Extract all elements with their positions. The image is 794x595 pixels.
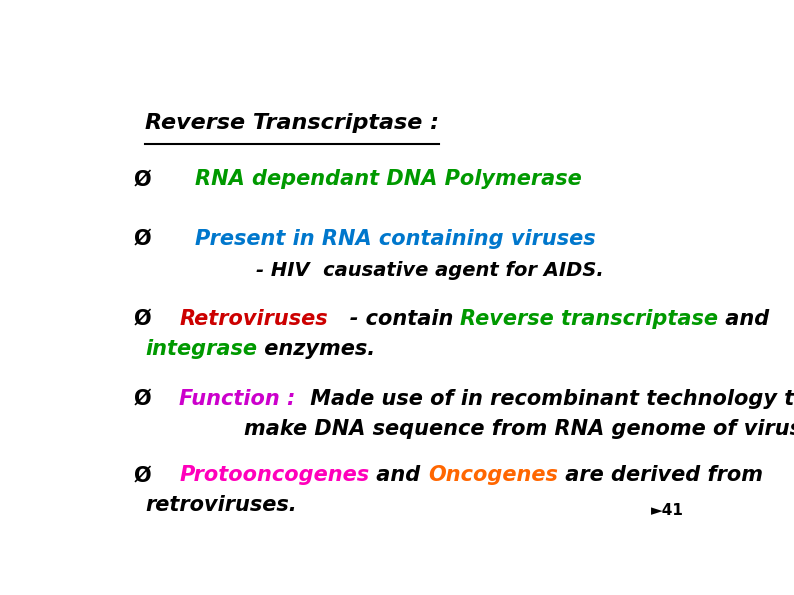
Text: Ø: Ø bbox=[133, 465, 151, 486]
Text: - contain: - contain bbox=[328, 309, 461, 329]
Text: and: and bbox=[719, 309, 769, 329]
Text: Oncogenes: Oncogenes bbox=[428, 465, 557, 486]
Text: Ø: Ø bbox=[133, 389, 151, 409]
Text: Reverse transcriptase: Reverse transcriptase bbox=[461, 309, 719, 329]
Text: RNA dependant DNA Polymerase: RNA dependant DNA Polymerase bbox=[195, 169, 581, 189]
Text: are derived from: are derived from bbox=[557, 465, 763, 486]
Text: Function :: Function : bbox=[179, 389, 303, 409]
Text: Reverse Transcriptase :: Reverse Transcriptase : bbox=[145, 112, 439, 133]
Text: Present in RNA containing viruses: Present in RNA containing viruses bbox=[195, 228, 596, 249]
Text: - HIV  causative agent for AIDS.: - HIV causative agent for AIDS. bbox=[256, 261, 604, 280]
Text: ►41: ►41 bbox=[651, 503, 684, 518]
Text: and: and bbox=[369, 465, 428, 486]
Text: Ø: Ø bbox=[133, 228, 151, 249]
Text: make DNA sequence from RNA genome of viruses.: make DNA sequence from RNA genome of vir… bbox=[244, 419, 794, 439]
Text: Made use of in recombinant technology to: Made use of in recombinant technology to bbox=[303, 389, 794, 409]
Text: Protooncogenes: Protooncogenes bbox=[179, 465, 369, 486]
Text: Ø: Ø bbox=[133, 309, 151, 329]
Text: retroviruses.: retroviruses. bbox=[145, 495, 297, 515]
Text: Retroviruses: Retroviruses bbox=[179, 309, 328, 329]
Text: enzymes.: enzymes. bbox=[257, 339, 376, 359]
Text: Ø: Ø bbox=[133, 169, 151, 189]
Text: integrase: integrase bbox=[145, 339, 257, 359]
